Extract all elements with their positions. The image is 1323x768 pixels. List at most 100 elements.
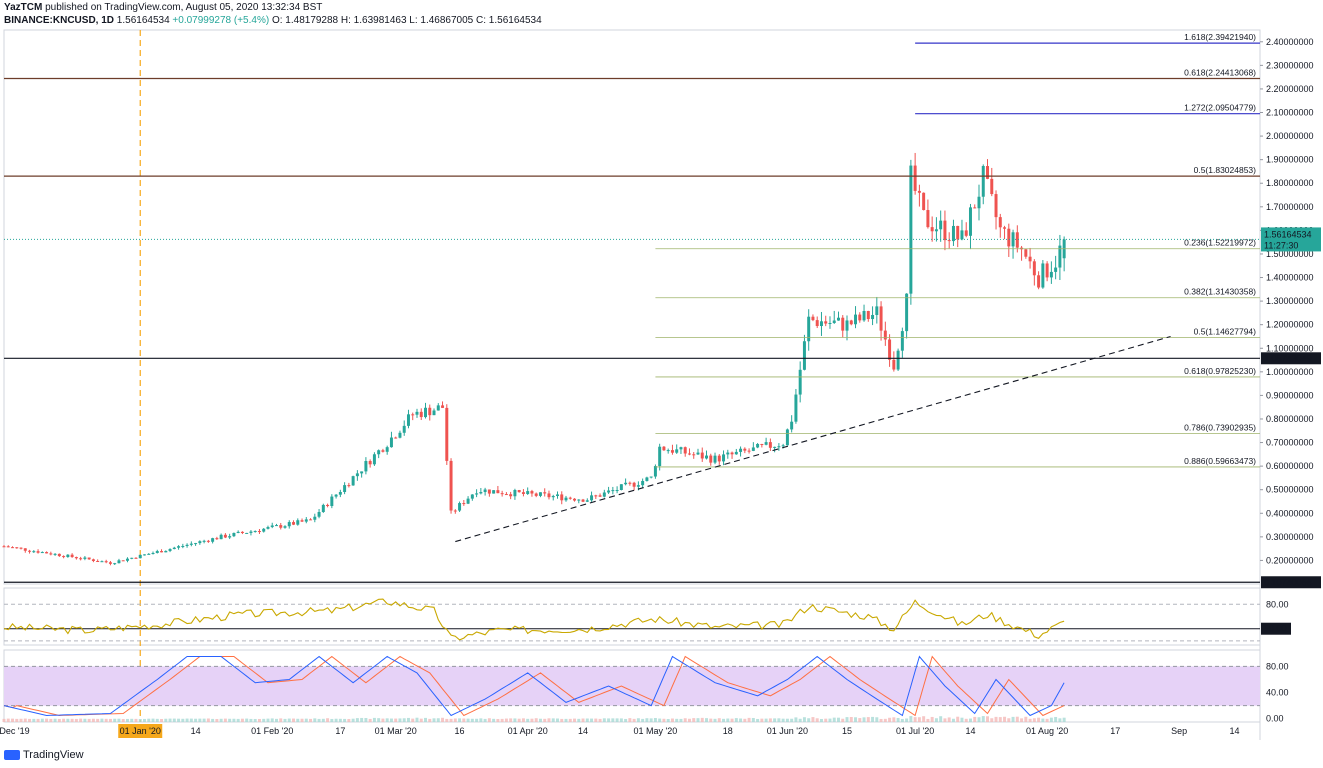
candle-body <box>496 490 500 494</box>
candle-body <box>828 323 832 325</box>
volume-bar <box>888 717 892 722</box>
author-name[interactable]: YazTCM <box>4 2 43 13</box>
volume-bar <box>777 718 781 722</box>
volume-bar <box>236 718 240 722</box>
fib-level-label: 1.618(2.39421940) <box>1184 32 1256 42</box>
candle-body <box>330 496 334 507</box>
volume-bar <box>189 718 193 722</box>
candle-body <box>794 394 798 422</box>
volume-bar <box>496 718 500 722</box>
volume-bar <box>1041 718 1045 722</box>
candle-body <box>760 443 764 445</box>
volume-bar <box>964 718 968 722</box>
tradingview-brand[interactable]: TradingView <box>4 749 84 761</box>
candle-body <box>713 455 717 463</box>
candle-body <box>402 425 406 433</box>
volume-bar <box>355 718 359 722</box>
level-axis-label: 1.05743049 <box>1264 353 1312 363</box>
volume-bar <box>232 718 236 722</box>
volume-bar <box>1011 716 1015 722</box>
candle-body <box>943 220 947 241</box>
volume-bar <box>624 718 628 722</box>
candle-body <box>66 554 70 558</box>
volume-bar <box>824 718 828 722</box>
volume-bar <box>160 718 164 722</box>
volume-bar <box>1003 716 1007 722</box>
candle-body <box>649 476 653 478</box>
candle-body <box>598 495 602 497</box>
candle-body <box>905 293 909 332</box>
volume-bar <box>598 718 602 722</box>
volume-bar <box>1007 718 1011 722</box>
candle-body <box>155 551 159 553</box>
candle-body <box>23 548 27 551</box>
candle-body <box>615 490 619 492</box>
candle-body <box>892 359 896 370</box>
candle-body <box>381 450 385 452</box>
candle-body <box>100 561 104 563</box>
candle-body <box>11 547 15 549</box>
candle-body <box>807 316 811 342</box>
volume-bar <box>74 718 78 722</box>
volume-bar <box>257 718 261 722</box>
volume-bar <box>487 718 491 722</box>
fib-level-label: 0.5(1.83024853) <box>1194 165 1257 175</box>
volume-bar <box>198 718 202 722</box>
y-tick-label: 2.30000000 <box>1266 60 1314 70</box>
candle-body <box>428 407 432 416</box>
volume-bar <box>815 718 819 722</box>
candle-body <box>866 310 870 320</box>
candle-body <box>998 217 1002 228</box>
volume-bar <box>168 718 172 722</box>
volume-bar <box>138 718 142 722</box>
x-tick-label: 17 <box>335 726 345 736</box>
candle-body <box>960 230 964 240</box>
stoch-y-tick: 0.00 <box>1266 714 1284 724</box>
candle-body <box>568 497 572 499</box>
volume-bar <box>385 718 389 722</box>
candle-body <box>751 447 755 451</box>
candle-body <box>641 480 645 486</box>
volume-bar <box>424 717 427 722</box>
candle-body <box>49 553 53 555</box>
volume-bar <box>534 718 538 722</box>
volume-bar <box>662 718 666 722</box>
candle-body <box>121 560 125 562</box>
volume-bar <box>994 716 998 722</box>
candle-body <box>832 320 836 324</box>
volume-bar <box>607 718 611 722</box>
candle-body <box>79 558 83 560</box>
candle-body <box>530 491 534 494</box>
candle-body <box>981 166 985 197</box>
candle-body <box>722 454 726 462</box>
candle-body <box>253 531 257 533</box>
candle-body <box>40 552 44 554</box>
candle-body <box>492 490 496 494</box>
candle-body <box>990 178 994 195</box>
volume-bar <box>943 718 947 722</box>
candle-body <box>764 442 768 445</box>
symbol-label[interactable]: BINANCE:KNCUSD, 1D <box>4 15 115 26</box>
volume-bar <box>841 718 845 722</box>
volume-bar <box>615 718 619 722</box>
candle-body <box>125 558 129 561</box>
y-tick-label: 2.10000000 <box>1266 108 1314 118</box>
volume-bar <box>538 718 542 722</box>
volume-bar <box>134 718 138 722</box>
y-tick-label: 0.40000000 <box>1266 508 1314 518</box>
volume-bar <box>653 718 657 722</box>
volume-bar <box>419 718 423 722</box>
candle-body <box>458 503 462 511</box>
candle-body <box>445 407 449 461</box>
stoch-d-line <box>3 655 1065 717</box>
candle-body <box>343 485 347 492</box>
volume-bar <box>628 718 632 722</box>
x-tick-label: Sep <box>1171 726 1187 736</box>
volume-bar <box>360 717 364 722</box>
candle-body <box>951 225 955 242</box>
volume-bar <box>245 718 249 722</box>
candle-body <box>624 482 628 485</box>
fib-level-label: 0.618(0.97825230) <box>1184 366 1256 376</box>
candle-body <box>432 410 436 416</box>
